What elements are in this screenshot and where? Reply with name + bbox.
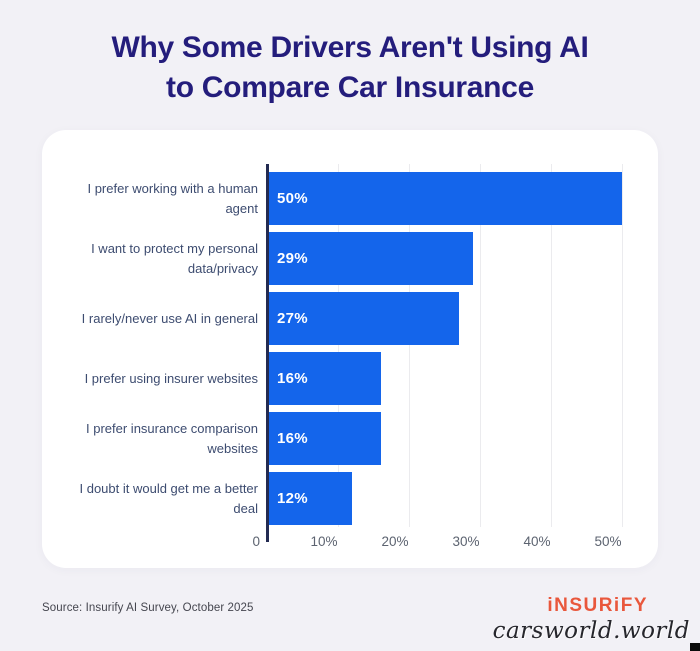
x-tick-label-50: 50%: [594, 534, 622, 549]
gridline-30: [480, 164, 481, 527]
category-labels-column: I prefer working with a human agent I wan…: [58, 172, 267, 561]
x-tick-label-20: 20%: [381, 534, 409, 549]
x-tick-label-40: 40%: [523, 534, 551, 549]
source-note: Source: Insurify AI Survey, October 2025: [42, 602, 254, 614]
bar-row-4: 16%: [267, 352, 632, 405]
gridline-20: [409, 164, 410, 527]
chart-card: I prefer working with a human agent I wan…: [42, 130, 658, 568]
chart-title-line1: Why Some Drivers Aren't Using AI: [111, 31, 589, 64]
x-tick-zero: 0: [252, 534, 260, 549]
gridline-40: [551, 164, 552, 527]
watermark-text: carsworld.world: [492, 618, 690, 644]
category-label-6: I doubt it would get me a better deal: [79, 481, 259, 516]
category-label-4: I prefer using insurer websites: [84, 370, 258, 386]
bar-value-label-1: 50%: [277, 190, 308, 207]
bar-4: 16%: [267, 352, 381, 405]
chart-title: Why Some Drivers Aren't Using AI to Comp…: [0, 28, 700, 108]
bar-value-label-4: 16%: [277, 370, 308, 387]
bar-row-5: 16%: [267, 412, 632, 465]
bar-value-label-2: 29%: [277, 250, 308, 267]
category-label-1: I prefer working with a human agent: [87, 181, 258, 216]
x-tick-label-10: 10%: [310, 534, 338, 549]
bar-value-label-6: 12%: [277, 490, 308, 507]
bar-6: 12%: [267, 472, 353, 525]
bar-value-label-5: 16%: [277, 430, 308, 447]
bar-row-2: 29%: [267, 232, 632, 285]
gridline-10: [338, 164, 339, 527]
x-tick-label-30: 30%: [452, 534, 480, 549]
gridline-50: [622, 164, 623, 527]
bar-chart: I prefer working with a human agent I wan…: [58, 164, 632, 561]
bar-5: 16%: [267, 412, 381, 465]
bars-group: 50% 29% 27% 16% 16% 12%: [267, 172, 632, 525]
bar-row-6: 12%: [267, 472, 632, 525]
chart-title-line2: to Compare Car Insurance: [166, 70, 534, 104]
category-label-5: I prefer insurance comparison websites: [86, 421, 258, 456]
bar-row-1: 50%: [267, 172, 632, 225]
bar-3: 27%: [267, 292, 459, 345]
category-label-2: I want to protect my personal data/priva…: [91, 241, 258, 276]
bar-2: 29%: [267, 232, 473, 285]
corner-mark: [690, 643, 700, 651]
bar-1: 50%: [267, 172, 622, 225]
y-axis-line: [266, 164, 269, 542]
bar-row-3: 27%: [267, 292, 632, 345]
insurify-logo: iNSURiFY: [547, 595, 648, 616]
category-label-3: I rarely/never use AI in general: [81, 310, 258, 326]
plot-area: 50% 29% 27% 16% 16% 12% 0 10% 20% 30% 40% 50%: [252, 164, 632, 561]
bar-value-label-3: 27%: [277, 310, 308, 327]
x-axis-ticks: 0 10% 20% 30% 40% 50%: [252, 525, 632, 561]
